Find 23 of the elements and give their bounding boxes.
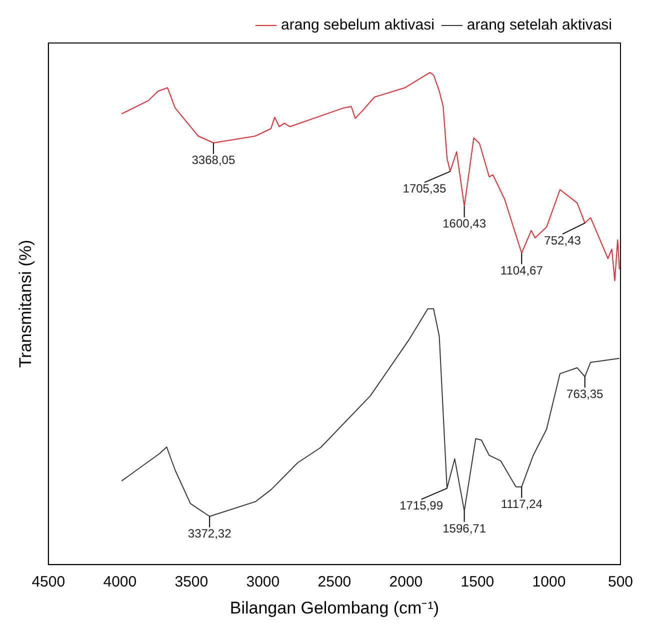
annotation: 763,35 <box>566 386 604 401</box>
x-tick-label: 4500 <box>32 574 66 591</box>
x-tick-label: 4000 <box>103 574 137 591</box>
annotation: 1715,99 <box>400 498 444 513</box>
annotation: 752,43 <box>544 233 582 248</box>
annotation: 1117,24 <box>500 497 543 512</box>
annotation: 1705,35 <box>402 182 446 196</box>
x-tick-label: 3500 <box>174 574 208 591</box>
x-tick-label: 3000 <box>246 574 280 591</box>
legend-label: arang sebelum aktivasi <box>281 16 434 34</box>
y-axis-title: Transmitansi (%) <box>16 240 35 368</box>
x-axis-title: Bilangan Gelombang (cm⁻¹) <box>230 598 440 618</box>
annotation: 1596,71 <box>442 521 486 536</box>
x-tick-label: 2000 <box>389 574 423 591</box>
annotation: 3368,05 <box>192 153 236 168</box>
annotation: 1600,43 <box>442 216 486 231</box>
annotation: 3372,32 <box>188 526 232 541</box>
x-tick-label: 1500 <box>460 574 494 591</box>
annotation: 1104,67 <box>500 263 544 278</box>
x-tick-label: 1000 <box>532 574 566 591</box>
legend-label: arang setelah aktivasi <box>466 16 612 34</box>
x-tick-label: 500 <box>608 574 633 591</box>
x-tick-label: 2500 <box>318 574 352 591</box>
